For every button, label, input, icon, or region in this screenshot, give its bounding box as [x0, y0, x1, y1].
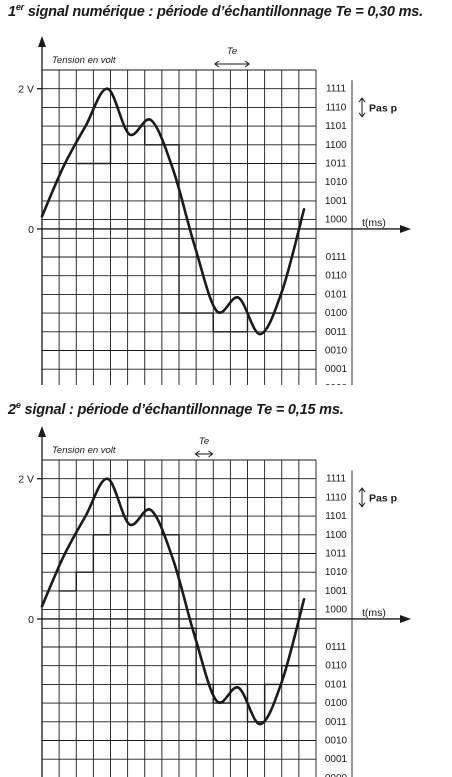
binary-code-label: 0101: [325, 679, 348, 690]
title-signal-1: 1er signal numérique : période d’échanti…: [8, 2, 423, 20]
analog-signal-curve: [40, 87, 306, 336]
y-axis-label: Tension en volt: [52, 55, 116, 66]
chart-signal-1: 2 V0−2 VTension en voltTe111111101101110…: [18, 36, 411, 385]
binary-code-label: 1101: [325, 121, 347, 132]
chart-signal-2: 2 V0−2 VTension en voltTe111111101101110…: [18, 426, 411, 777]
time-axis-arrow: [400, 614, 411, 623]
title-signal-2: 2e signal : période d’échantillonnage Te…: [8, 400, 344, 418]
quantum-step-label: Pas p: [369, 492, 397, 504]
arrow-head-left: [194, 450, 200, 458]
arrow-head-right: [244, 60, 250, 68]
sampling-period-label: Te: [227, 46, 237, 57]
y-axis-arrow: [38, 426, 46, 437]
arrow-head-right: [208, 450, 214, 458]
y-tick-label: 2 V: [18, 84, 34, 96]
binary-code-label: 0010: [325, 345, 348, 356]
binary-code-label: 1100: [325, 530, 347, 541]
binary-code-label: 1101: [325, 511, 347, 522]
y-axis-label: Tension en volt: [52, 445, 116, 456]
binary-code-label: 1000: [325, 215, 348, 226]
step-arrow-down: [358, 112, 366, 118]
binary-code-label: 0101: [325, 289, 348, 300]
binary-code-label: 1001: [325, 586, 348, 597]
sampling-period-label: Te: [199, 436, 209, 447]
binary-code-label: 1110: [326, 102, 347, 113]
step-arrow-down: [358, 502, 366, 508]
quantum-step-label: Pas p: [369, 102, 397, 114]
y-tick-label: 0: [28, 224, 34, 236]
binary-code-label: 1110: [326, 492, 347, 503]
y-tick-label: 2 V: [18, 474, 34, 486]
arrow-head-left: [214, 60, 220, 68]
time-axis-label: t(ms): [362, 607, 386, 619]
binary-code-label: 0001: [325, 364, 348, 375]
y-axis-arrow: [38, 36, 46, 47]
time-axis-arrow: [400, 224, 411, 233]
binary-code-label: 1111: [326, 84, 346, 95]
binary-code-label: 0011: [325, 717, 347, 728]
step-arrow-up: [358, 487, 366, 493]
step-arrow-up: [358, 97, 366, 103]
binary-code-label: 1011: [325, 158, 347, 169]
quantized-signal-steps: [59, 496, 299, 723]
binary-code-label: 0110: [325, 271, 347, 282]
binary-code-label: 0111: [326, 642, 347, 653]
binary-code-label: 0111: [326, 252, 347, 263]
binary-code-label: 1111: [326, 474, 346, 485]
binary-code-label: 1010: [325, 567, 348, 578]
binary-code-label: 0110: [325, 661, 347, 672]
y-tick-label: 0: [28, 614, 34, 626]
binary-code-label: 0011: [325, 327, 347, 338]
time-axis-label: t(ms): [362, 217, 386, 229]
binary-code-label: 0010: [325, 735, 348, 746]
binary-code-label: 0100: [325, 308, 348, 319]
quantized-signal-steps: [76, 125, 282, 333]
binary-code-label: 0100: [325, 698, 348, 709]
binary-code-label: 1010: [325, 177, 348, 188]
binary-code-label: 1000: [325, 605, 348, 616]
analog-signal-curve: [40, 477, 306, 726]
binary-code-label: 1001: [325, 196, 348, 207]
binary-code-label: 1011: [325, 548, 347, 559]
binary-code-label: 0001: [325, 754, 348, 765]
binary-code-label: 1100: [325, 140, 347, 151]
